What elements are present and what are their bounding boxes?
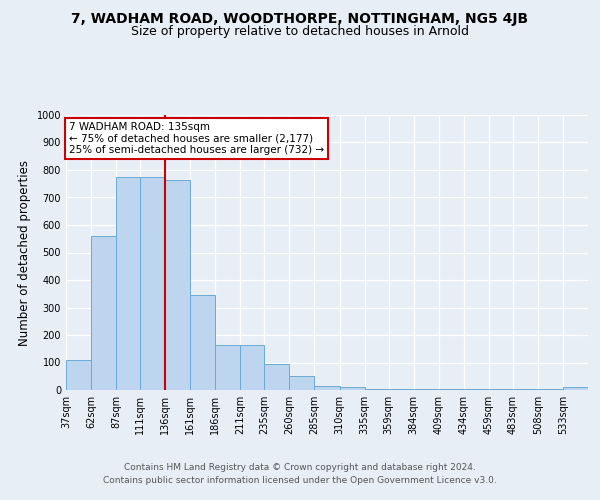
Bar	[91, 236, 116, 390]
Text: Contains public sector information licensed under the Open Government Licence v3: Contains public sector information licen…	[103, 476, 497, 485]
Bar	[413, 388, 439, 390]
Bar	[190, 295, 215, 390]
Bar	[439, 388, 464, 390]
Bar	[563, 387, 588, 390]
Bar	[340, 387, 365, 390]
Bar	[489, 388, 513, 390]
Text: Size of property relative to detached houses in Arnold: Size of property relative to detached ho…	[131, 25, 469, 38]
Bar	[116, 177, 140, 390]
Bar	[538, 388, 563, 390]
Text: 7 WADHAM ROAD: 135sqm
← 75% of detached houses are smaller (2,177)
25% of semi-d: 7 WADHAM ROAD: 135sqm ← 75% of detached …	[69, 122, 324, 155]
Bar	[241, 344, 265, 390]
Text: 7, WADHAM ROAD, WOODTHORPE, NOTTINGHAM, NG5 4JB: 7, WADHAM ROAD, WOODTHORPE, NOTTINGHAM, …	[71, 12, 529, 26]
Bar	[289, 376, 314, 390]
Bar	[389, 388, 413, 390]
Bar	[215, 344, 241, 390]
Y-axis label: Number of detached properties: Number of detached properties	[18, 160, 31, 346]
Bar	[66, 360, 91, 390]
Bar	[464, 388, 489, 390]
Bar	[140, 177, 165, 390]
Bar	[165, 180, 190, 390]
Text: Contains HM Land Registry data © Crown copyright and database right 2024.: Contains HM Land Registry data © Crown c…	[124, 464, 476, 472]
Bar	[365, 388, 389, 390]
Bar	[265, 364, 289, 390]
Bar	[314, 386, 340, 390]
Bar	[513, 388, 538, 390]
